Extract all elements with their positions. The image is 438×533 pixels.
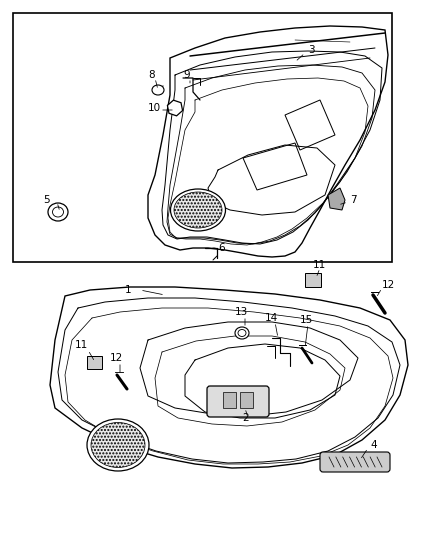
Text: 10: 10 xyxy=(148,103,161,113)
Ellipse shape xyxy=(53,207,64,217)
Bar xyxy=(305,273,321,287)
Text: 1: 1 xyxy=(125,285,132,295)
FancyBboxPatch shape xyxy=(207,386,269,417)
Ellipse shape xyxy=(152,85,164,95)
Bar xyxy=(13,13,392,262)
Bar xyxy=(240,392,253,408)
Ellipse shape xyxy=(174,192,222,228)
FancyBboxPatch shape xyxy=(320,452,390,472)
Ellipse shape xyxy=(48,203,68,221)
Text: 11: 11 xyxy=(313,260,326,270)
Polygon shape xyxy=(243,143,307,190)
Text: 6: 6 xyxy=(218,243,225,253)
Text: 11: 11 xyxy=(75,340,88,350)
Polygon shape xyxy=(328,188,345,210)
Text: 15: 15 xyxy=(300,315,313,325)
Text: 3: 3 xyxy=(308,45,314,55)
Text: 7: 7 xyxy=(350,195,357,205)
Text: 2: 2 xyxy=(242,413,249,423)
Text: 9: 9 xyxy=(183,70,190,80)
Polygon shape xyxy=(50,287,408,468)
Text: 14: 14 xyxy=(265,313,278,323)
Ellipse shape xyxy=(170,189,226,231)
Bar xyxy=(87,356,102,369)
Ellipse shape xyxy=(235,327,249,339)
Bar xyxy=(223,392,236,408)
Polygon shape xyxy=(148,26,388,257)
Ellipse shape xyxy=(238,329,246,336)
Text: 12: 12 xyxy=(382,280,395,290)
Text: 4: 4 xyxy=(370,440,377,450)
Text: 13: 13 xyxy=(235,307,248,317)
Text: 5: 5 xyxy=(43,195,49,205)
Text: 8: 8 xyxy=(148,70,155,80)
Ellipse shape xyxy=(87,419,149,471)
Text: 12: 12 xyxy=(110,353,123,363)
Polygon shape xyxy=(285,100,335,150)
Ellipse shape xyxy=(91,423,145,467)
